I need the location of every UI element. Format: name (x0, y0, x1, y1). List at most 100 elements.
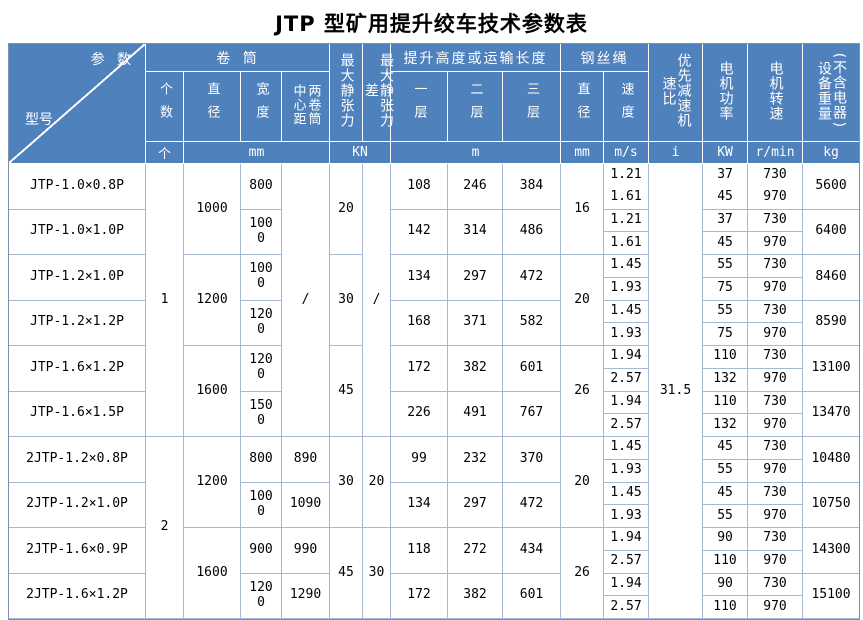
cell-layer3: 582 (503, 300, 562, 346)
cell-motor-power: 55 (703, 300, 749, 324)
cell-motor-rpm: 970 (748, 232, 804, 255)
header-group-wire-rope: 钢丝绳 (561, 44, 650, 72)
cell-motor-rpm: 730 (748, 573, 804, 597)
cell-tension-diff: / (363, 164, 391, 437)
table-row: 2.57 110 970 (9, 550, 859, 574)
cell-center-distance: 1290 (282, 573, 330, 619)
cell-drum-width: 1000 (241, 482, 282, 528)
cell-motor-rpm: 730 (748, 346, 804, 369)
cell-layer1: 108 (391, 164, 448, 210)
cell-motor-power: 90 (703, 528, 749, 551)
cell-motor-rpm: 970 (748, 186, 804, 210)
cell-layer2: 314 (448, 209, 503, 255)
table-row: 1.93 55 970 (9, 459, 859, 483)
table-row: 1.61 45 970 (9, 232, 859, 255)
cell-layer3: 434 (503, 528, 562, 574)
cell-max-tension: 45 (330, 528, 363, 619)
cell-weight: 14300 (803, 528, 860, 574)
header-motor-power: 电机功率 (703, 44, 749, 142)
header-group-lift-height: 提升高度或运输长度 (391, 44, 562, 72)
cell-motor-power: 75 (703, 323, 749, 346)
cell-rope-speed: 1.45 (604, 255, 650, 278)
cell-model: JTP-1.2×1.0P (9, 255, 146, 301)
header-center-distance: 两卷筒中心距 (282, 72, 330, 142)
unit-tension-kn: KN (330, 142, 391, 164)
cell-rope-speed: 1.21 (604, 164, 650, 187)
cell-drum-diameter: 1000 (184, 164, 241, 255)
cell-layer2: 371 (448, 300, 503, 346)
cell-rope-speed: 1.45 (604, 300, 650, 324)
header-rope-speed: 速度 (604, 72, 650, 142)
cell-layer2: 272 (448, 528, 503, 574)
cell-motor-power: 45 (703, 232, 749, 255)
cell-motor-rpm: 730 (748, 391, 804, 415)
cell-layer3: 486 (503, 209, 562, 255)
cell-rope-speed: 1.94 (604, 528, 650, 551)
cell-rope-speed: 1.21 (604, 209, 650, 233)
cell-center-distance: / (282, 164, 330, 437)
cell-weight: 8590 (803, 300, 860, 346)
header-rope-diameter: 直径 (561, 72, 605, 142)
cell-drum-width: 1500 (241, 391, 282, 437)
table-row: JTP-1.6×1.5P 1500 226 491 767 1.94 110 730 13470 (9, 391, 860, 437)
cell-drum-diameter: 1600 (184, 346, 241, 437)
cell-motor-power: 45 (703, 437, 749, 460)
cell-motor-power: 90 (703, 573, 749, 597)
header-max-static-tension-diff: 最大静张力差 (363, 44, 394, 142)
cell-drum-diameter: 1200 (184, 255, 241, 346)
cell-max-tension: 30 (330, 255, 363, 346)
unit-rpm: r/min (748, 142, 804, 164)
cell-weight: 8460 (803, 255, 860, 301)
unit-drum-mm: mm (184, 142, 330, 164)
cell-motor-power: 45 (703, 482, 749, 506)
cell-weight: 6400 (803, 209, 860, 255)
cell-rope-diameter: 20 (561, 255, 605, 346)
cell-model: 2JTP-1.6×0.9P (9, 528, 146, 574)
cell-model: JTP-1.2×1.2P (9, 300, 146, 346)
cell-motor-rpm: 970 (748, 505, 804, 528)
cell-layer3: 601 (503, 346, 562, 392)
cell-weight: 10750 (803, 482, 860, 528)
cell-drum-count: 2 (146, 437, 184, 619)
cell-rope-speed: 1.61 (604, 186, 650, 210)
cell-weight: 13100 (803, 346, 860, 392)
cell-rope-speed: 1.93 (604, 505, 650, 528)
cell-motor-rpm: 730 (748, 482, 804, 506)
cell-rope-speed: 2.57 (604, 414, 650, 437)
cell-model: JTP-1.0×0.8P (9, 164, 146, 210)
cell-center-distance: 1090 (282, 482, 330, 528)
header-drum-count: 个数 (146, 72, 184, 142)
table-body: JTP-1.0×0.8P 1 1000 800/20/108 246 384 16 1.21 3… (9, 164, 860, 619)
cell-layer3: 601 (503, 573, 562, 619)
cell-layer1: 118 (391, 528, 448, 574)
cell-rope-speed: 1.94 (604, 573, 650, 597)
cell-layer1: 168 (391, 300, 448, 346)
header-max-static-tension: 最大静张力 (330, 44, 363, 142)
cell-layer1: 134 (391, 255, 448, 301)
cell-drum-width: 800 (241, 164, 282, 210)
cell-motor-rpm: 970 (748, 323, 804, 346)
cell-center-distance: 890 (282, 437, 330, 483)
cell-drum-width: 1200 (241, 346, 282, 392)
cell-layer1: 226 (391, 391, 448, 437)
cell-motor-rpm: 730 (748, 255, 804, 278)
table-row: 2JTP-1.6×0.9P 1600 900 990 45 30 118 272 434 26 1.… (9, 528, 860, 619)
unit-rope-mm: mm (561, 142, 605, 164)
cell-rope-speed: 1.93 (604, 277, 650, 301)
table-row: 2.57 132 970 (9, 368, 859, 392)
unit-count: 个 (146, 142, 184, 164)
table-header: 参 数 型号 卷 筒 最大静张力 最大静张力差 提升高度或运输长度 钢丝绳 优先… (9, 44, 860, 164)
cell-rope-speed: 2.57 (604, 596, 650, 619)
header-layer3: 三层 (503, 72, 562, 142)
table-row: 2JTP-1.6×1.2P 1200 1290 172 382 601 1.94 90 730 1… (9, 573, 860, 619)
unit-lift-m: m (391, 142, 562, 164)
cell-rope-diameter: 26 (561, 528, 605, 619)
cell-layer1: 142 (391, 209, 448, 255)
cell-motor-rpm: 970 (748, 459, 804, 483)
cell-layer1: 134 (391, 482, 448, 528)
unit-weight-kg: kg (803, 142, 860, 164)
table-row: 2.57 110 970 (9, 596, 859, 619)
cell-motor-power: 37 (703, 209, 749, 233)
unit-speed-ms: m/s (604, 142, 650, 164)
table-row: JTP-1.6×1.2P 1600 1200 45 172 382 601 26 1.94 110… (9, 346, 860, 437)
